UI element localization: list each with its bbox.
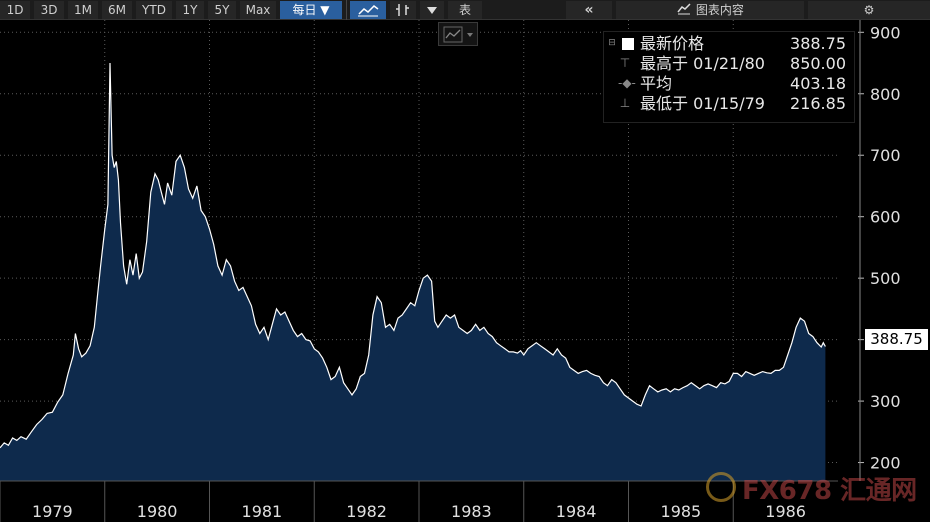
y-tick-label: 300: [870, 392, 901, 411]
toolbar-divider: [346, 0, 347, 20]
chart-content-label: 图表内容: [695, 3, 744, 17]
legend-row-low: ⊥ 最低于 01/15/79 216.85: [604, 94, 856, 113]
range-button-ytd[interactable]: YTD: [136, 1, 172, 19]
gear-icon: ⚙: [863, 3, 875, 17]
range-button-6m[interactable]: 6M: [102, 1, 132, 19]
legend-box: ⊟ 最新价格 388.75 ⊤ 最高于 01/21/80 850.00 -◆- …: [603, 31, 855, 123]
bar-chart-icon[interactable]: [390, 1, 416, 19]
x-tick-label: 1979: [32, 502, 73, 521]
settings-button[interactable]: ⚙: [808, 1, 930, 19]
toolbar: 1D 3D 1M 6M YTD 1Y 5Y Max 每日 ▼ 表 « 图表内容 …: [0, 0, 930, 20]
legend-row-high: ⊤ 最高于 01/21/80 850.00: [604, 54, 856, 73]
legend-last-label: 最新价格: [640, 34, 705, 53]
range-button-3d[interactable]: 3D: [34, 1, 64, 19]
legend-row-last: ⊟ 最新价格 388.75: [604, 34, 856, 53]
y-tick-label: 600: [870, 208, 901, 227]
x-tick-label: 1986: [765, 502, 806, 521]
chart-content-icon: [676, 1, 692, 20]
collapse-button[interactable]: «: [566, 1, 612, 19]
legend-row-avg: -◆- 平均 403.18: [604, 74, 856, 93]
legend-low-value: 216.85: [790, 94, 846, 113]
chart-type-selector[interactable]: [438, 22, 478, 46]
legend-square-icon: ⊟: [608, 38, 616, 48]
last-price-badge: 388.75: [865, 329, 928, 350]
x-tick-label: 1984: [556, 502, 597, 521]
frequency-dropdown[interactable]: 每日 ▼: [280, 1, 342, 19]
x-tick-label: 1983: [451, 502, 492, 521]
watermark-logo-icon: [706, 472, 736, 502]
legend-high-label: 最高于 01/21/80: [640, 54, 765, 73]
average-marker-icon: -◆-: [618, 76, 636, 90]
watermark: FX678 汇通网: [742, 476, 917, 506]
legend-last-value: 388.75: [790, 34, 846, 53]
range-button-1d[interactable]: 1D: [0, 1, 30, 19]
line-chart-icon[interactable]: [350, 1, 386, 19]
y-tick-label: 900: [870, 23, 901, 42]
table-button[interactable]: 表: [448, 1, 482, 19]
x-tick-label: 1981: [242, 502, 283, 521]
range-button-1m[interactable]: 1M: [68, 1, 98, 19]
range-button-5y[interactable]: 5Y: [208, 1, 236, 19]
last-square-icon: [622, 34, 634, 54]
legend-low-label: 最低于 01/15/79: [640, 94, 765, 113]
low-marker-icon: ⊥: [619, 96, 631, 110]
x-tick-label: 1980: [137, 502, 178, 521]
high-marker-icon: ⊤: [619, 56, 631, 70]
y-tick-label: 800: [870, 85, 901, 104]
legend-avg-label: 平均: [640, 74, 673, 93]
x-axis: 1979 1980 1981 1982 1983 1984 1985 1986: [0, 480, 838, 522]
range-button-max[interactable]: Max: [240, 1, 276, 19]
legend-high-value: 850.00: [790, 54, 846, 73]
y-tick-label: 200: [870, 454, 901, 473]
x-tick-label: 1982: [346, 502, 387, 521]
price-line: [0, 62, 826, 449]
chart-content-button[interactable]: 图表内容: [616, 1, 804, 19]
y-axis: 200300400500600700800900: [858, 20, 901, 481]
line-chart-icon: [443, 26, 473, 43]
price-area: [0, 63, 826, 481]
y-tick-label: 500: [870, 269, 901, 288]
chevron-down-icon[interactable]: [420, 1, 444, 19]
legend-avg-value: 403.18: [790, 74, 846, 93]
y-tick-label: 700: [870, 146, 901, 165]
range-button-1y[interactable]: 1Y: [176, 1, 204, 19]
x-tick-label: 1985: [661, 502, 702, 521]
